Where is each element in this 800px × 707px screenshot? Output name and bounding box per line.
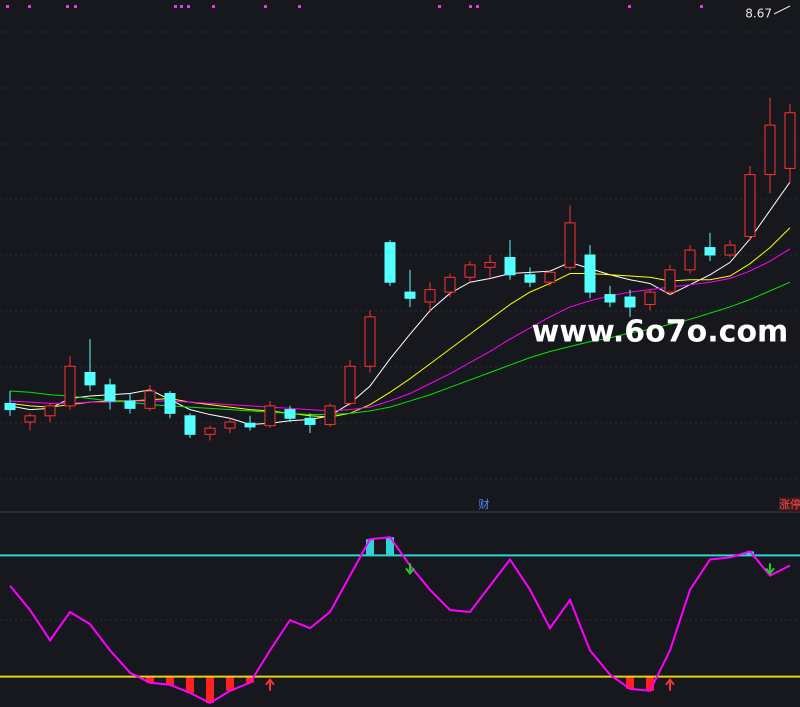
candle-body: [544, 271, 556, 283]
candle-body: [584, 254, 596, 293]
limit-badge: [779, 497, 800, 512]
candle-body: [404, 291, 416, 299]
buy-arrow: [265, 678, 275, 691]
candle-body: [624, 296, 636, 308]
candle-body: [484, 261, 496, 268]
candle-body: [384, 242, 396, 283]
candle-body: [184, 415, 196, 435]
oscillator-line: [9, 536, 791, 705]
event-label: 财: [479, 497, 490, 511]
candle-body: [784, 112, 796, 169]
max-price-pointer: [773, 5, 791, 15]
marker-dot: [6, 5, 9, 8]
candle-body: [44, 405, 56, 417]
candle-body: [444, 276, 456, 293]
oscillator-pane: [0, 536, 800, 705]
overbought-bar: [366, 539, 374, 556]
candle-body: [324, 405, 336, 425]
candle-body: [464, 264, 476, 278]
watermark: www.6o7o.com: [532, 315, 789, 350]
candle-body: [64, 365, 76, 407]
marker-dot: [187, 5, 190, 8]
candle-body: [304, 417, 316, 425]
marker-dot: [438, 5, 441, 8]
marker-dot: [628, 5, 631, 8]
candle-body: [144, 390, 156, 409]
oversold-bar: [186, 676, 194, 693]
marker-dot: [469, 5, 472, 8]
price-pane: [4, 97, 796, 441]
ma-line: [9, 248, 791, 412]
max-price-label: 8.67: [745, 7, 772, 21]
candle-body: [264, 405, 276, 427]
oversold-bar: [246, 676, 254, 683]
marker-dot: [264, 5, 267, 8]
marker-dot: [212, 5, 215, 8]
candle-body: [704, 247, 716, 256]
oversold-bar: [206, 676, 214, 703]
candle-body: [104, 384, 116, 402]
ma-line: [9, 181, 791, 425]
candle-body: [424, 289, 436, 303]
overbought-bar: [386, 537, 394, 556]
marker-dot: [28, 5, 31, 8]
oversold-bar: [166, 676, 174, 685]
candle-body: [364, 316, 376, 367]
candle-body: [524, 274, 536, 283]
top-markers: [6, 5, 703, 8]
marker-dot: [476, 5, 479, 8]
marker-dot: [66, 5, 69, 8]
candle-body: [604, 294, 616, 303]
candle-body: [764, 124, 776, 176]
oversold-bar: [146, 676, 154, 683]
marker-dot: [74, 5, 77, 8]
ma-line: [9, 281, 791, 416]
candle-body: [344, 365, 356, 404]
marker-dot: [180, 5, 183, 8]
candle-body: [204, 427, 216, 435]
marker-dot: [298, 5, 301, 8]
candle-body: [244, 422, 256, 428]
candle-body: [644, 291, 656, 305]
candle-body: [504, 256, 516, 276]
candle-body: [724, 244, 736, 256]
limit-label: 涨停: [779, 497, 800, 511]
marker-dot: [174, 5, 177, 8]
candle-body: [4, 402, 16, 411]
marker-dot: [700, 5, 703, 8]
candle-body: [684, 249, 696, 271]
sell-arrow: [405, 563, 415, 576]
ma-line: [9, 227, 791, 418]
candle-body: [664, 269, 676, 293]
candle-body: [24, 415, 36, 423]
candle-body: [284, 409, 296, 419]
candle-body: [84, 372, 96, 386]
oversold-bar: [626, 676, 634, 689]
candle-body: [744, 174, 756, 237]
candle-body: [224, 421, 236, 429]
oversold-bar: [646, 676, 654, 691]
buy-arrow: [665, 678, 675, 691]
candle-body: [164, 393, 176, 414]
candle-body: [564, 222, 576, 268]
sell-arrow: [765, 563, 775, 576]
overbought-bar: [746, 551, 754, 556]
oversold-bar: [226, 676, 234, 691]
price-grid: [0, 31, 800, 621]
candle-body: [124, 400, 136, 409]
